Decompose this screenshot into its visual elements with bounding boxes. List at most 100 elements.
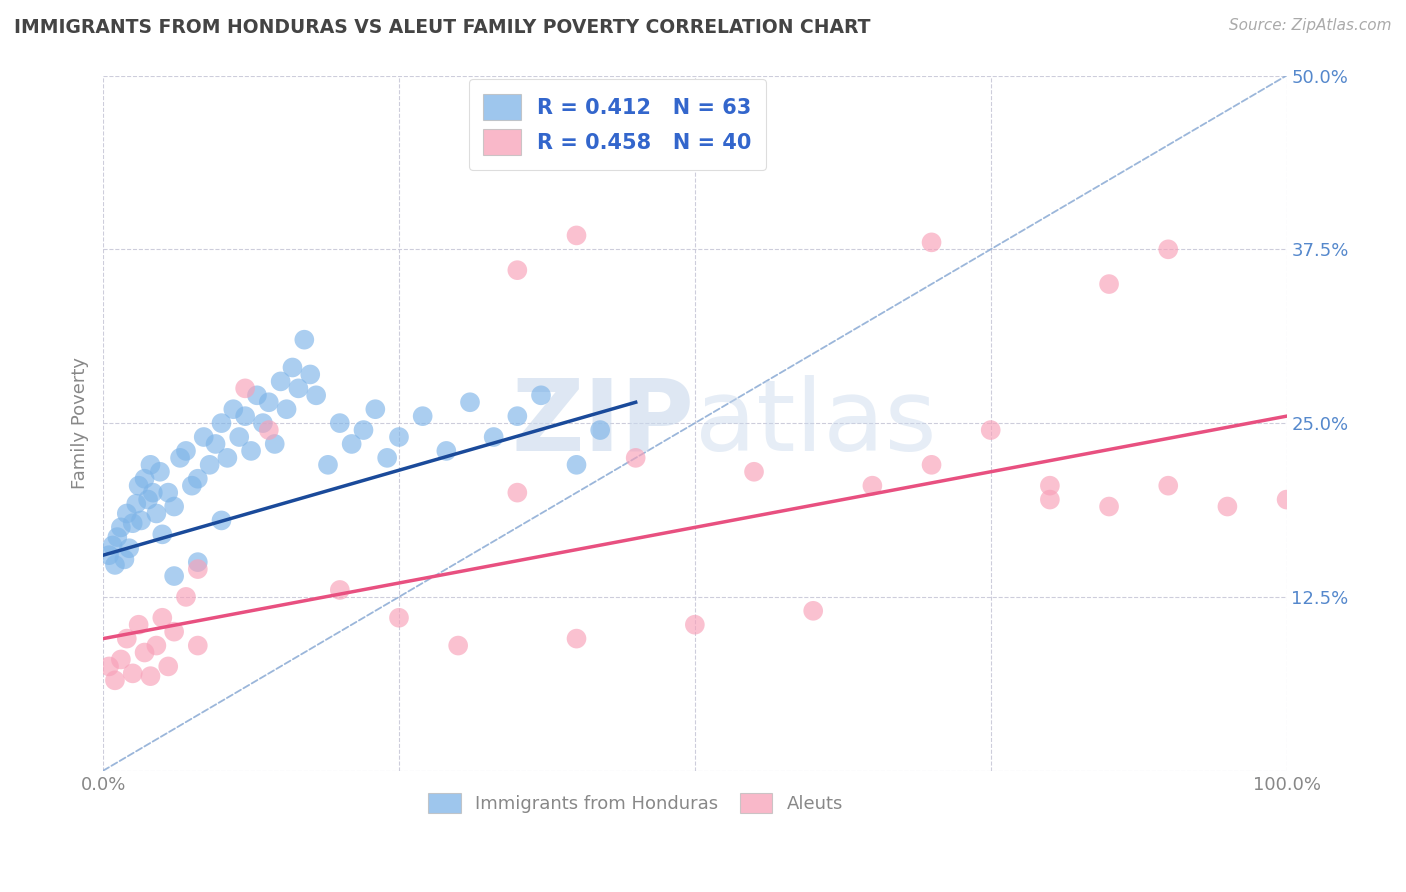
Point (193, 430, 215, 444)
Point (150, 527, 173, 541)
Point (157, 659, 180, 673)
Point (114, 552, 136, 566)
Point (98, 548, 121, 562)
Point (110, 520, 132, 534)
Point (125, 497, 148, 511)
Point (163, 569, 186, 583)
Point (388, 611, 411, 625)
Point (257, 395, 280, 409)
Point (276, 402, 298, 417)
Point (115, 632, 138, 646)
Point (980, 423, 1002, 437)
Point (139, 458, 162, 472)
Point (121, 666, 143, 681)
Point (1039, 478, 1062, 492)
Point (316, 458, 339, 472)
Point (174, 590, 197, 604)
Point (157, 485, 180, 500)
Point (388, 430, 411, 444)
Point (240, 444, 263, 458)
Text: IMMIGRANTS FROM HONDURAS VS ALEUT FAMILY POVERTY CORRELATION CHART: IMMIGRANTS FROM HONDURAS VS ALEUT FAMILY… (14, 18, 870, 37)
Point (1157, 478, 1180, 492)
Point (150, 611, 173, 625)
Point (163, 500, 186, 514)
Point (187, 639, 209, 653)
Point (447, 639, 470, 653)
Point (136, 492, 159, 507)
Point (1157, 242, 1180, 256)
Point (187, 562, 209, 576)
Point (257, 423, 280, 437)
Point (128, 478, 150, 492)
Point (180, 478, 202, 492)
Point (128, 617, 150, 632)
Point (921, 235, 943, 250)
Point (506, 409, 529, 424)
Point (340, 437, 363, 451)
Point (434, 444, 457, 458)
Point (104, 673, 127, 688)
Point (129, 513, 152, 527)
Point (299, 368, 322, 382)
Point (353, 423, 375, 437)
Point (683, 617, 706, 632)
Point (1098, 500, 1121, 514)
Point (281, 360, 304, 375)
Point (742, 465, 765, 479)
Point (115, 507, 138, 521)
Point (233, 381, 256, 395)
Point (506, 485, 529, 500)
Point (329, 582, 352, 597)
Point (104, 558, 127, 572)
Point (860, 478, 883, 492)
Point (204, 437, 226, 451)
Point (287, 381, 309, 395)
Point (98, 659, 121, 673)
Point (364, 402, 387, 417)
Point (187, 555, 209, 569)
Point (101, 538, 124, 552)
Point (222, 402, 245, 417)
Point (252, 416, 274, 430)
Point (169, 450, 191, 465)
Point (174, 444, 197, 458)
Point (134, 646, 156, 660)
Point (228, 430, 250, 444)
Point (565, 458, 588, 472)
Text: Source: ZipAtlas.com: Source: ZipAtlas.com (1229, 18, 1392, 33)
Point (624, 450, 647, 465)
Point (145, 639, 167, 653)
Point (305, 388, 328, 402)
Point (482, 430, 505, 444)
Point (270, 375, 292, 389)
Point (233, 409, 256, 424)
Y-axis label: Family Poverty: Family Poverty (72, 357, 89, 489)
Point (217, 450, 239, 465)
Text: atlas: atlas (695, 375, 936, 472)
Point (105, 530, 128, 544)
Point (142, 485, 165, 500)
Point (263, 437, 285, 451)
Point (211, 416, 233, 430)
Point (589, 423, 612, 437)
Point (292, 333, 315, 347)
Point (329, 416, 352, 430)
Point (506, 263, 529, 277)
Point (145, 507, 167, 521)
Point (458, 395, 481, 409)
Point (134, 472, 156, 486)
Text: ZIP: ZIP (512, 375, 695, 472)
Point (149, 465, 172, 479)
Point (1275, 492, 1298, 507)
Point (1039, 492, 1062, 507)
Point (1098, 277, 1121, 291)
Point (121, 516, 143, 531)
Point (565, 228, 588, 243)
Point (801, 604, 824, 618)
Point (211, 513, 233, 527)
Point (565, 632, 588, 646)
Point (375, 450, 398, 465)
Point (921, 458, 943, 472)
Point (530, 388, 553, 402)
Point (1216, 500, 1239, 514)
